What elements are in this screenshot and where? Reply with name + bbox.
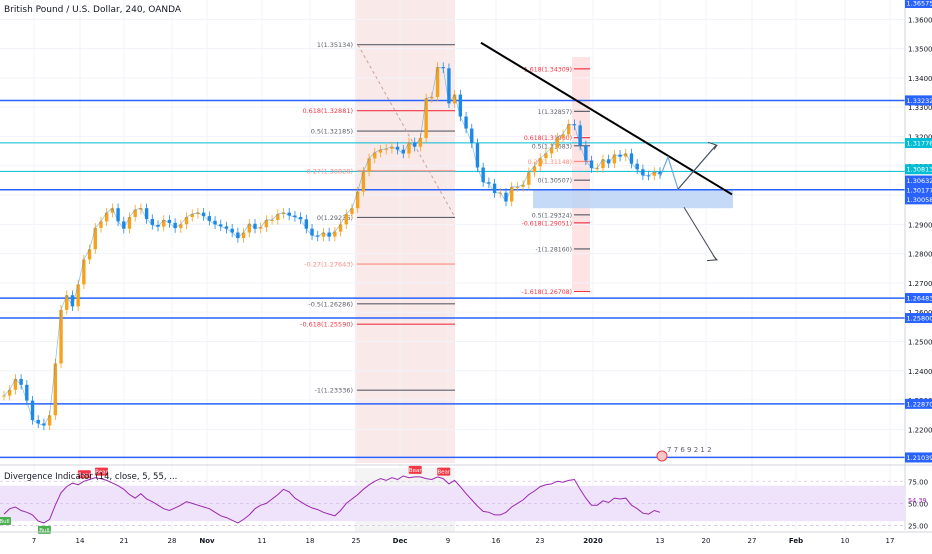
rsi-tick: 25.00 xyxy=(908,523,928,531)
price-tick: 1.27000 xyxy=(908,280,932,288)
fib-label-right: 0.5(1.29324) xyxy=(532,212,572,219)
price-tick: 1.35000 xyxy=(908,46,932,54)
fib-label-right: 0.618(1.31960) xyxy=(524,135,572,142)
fib-label-right: 0(1.30507) xyxy=(538,178,572,185)
fib-label-right: 1(1.32857) xyxy=(538,109,572,116)
time-tick: 2020 xyxy=(583,537,603,545)
rsi-last-value: 54.39 xyxy=(908,497,927,505)
projection-arrow-down xyxy=(684,207,716,259)
price-label: 1.30177 xyxy=(907,186,932,194)
time-tick: 25 xyxy=(352,537,361,545)
event-label: 7 7 6 9 2 1 2 xyxy=(667,446,712,454)
time-tick: 13 xyxy=(656,537,665,545)
price-label: 1.25800 xyxy=(907,315,932,323)
price-tick: 1.22000 xyxy=(908,426,932,434)
candle xyxy=(476,143,479,167)
fib-label-left: -0.618(1.25590) xyxy=(300,321,353,329)
candle xyxy=(82,259,85,284)
price-label: 1.30632 xyxy=(907,177,932,185)
fib-time-zone xyxy=(355,0,455,463)
fib-label-left: 0.5(1.32185) xyxy=(311,128,353,136)
fib-label-right: -0.618(1.29051) xyxy=(522,220,572,227)
price-label: 1.21039 xyxy=(907,454,932,462)
time-tick: 28 xyxy=(168,537,177,545)
indicator-title: Divergence Indicator (14, close, 5, 55, … xyxy=(4,472,177,482)
time-tick: 14 xyxy=(76,537,85,545)
fib-time-zone-right xyxy=(572,57,590,290)
price-tick: 1.28000 xyxy=(908,251,932,259)
time-tick: 9 xyxy=(446,537,450,545)
arrow-head-down xyxy=(707,255,717,260)
chart-title: British Pound / U.S. Dollar, 240, OANDA xyxy=(4,5,181,15)
fib-label-left: 0.618(1.32881) xyxy=(302,107,353,115)
fib-label-left: -0.27(1.27643) xyxy=(304,261,353,269)
time-tick: Feb xyxy=(789,537,803,545)
time-tick: 17 xyxy=(886,537,895,545)
price-label: 1.31776 xyxy=(907,140,932,148)
fib-label-right: -1.618(1.26708) xyxy=(522,289,572,296)
price-tick: 1.34000 xyxy=(908,75,932,83)
price-tick: 1.29000 xyxy=(908,221,932,229)
time-tick: 11 xyxy=(258,537,267,545)
divergence-label: Bull xyxy=(39,528,50,534)
time-tick: 18 xyxy=(306,537,315,545)
time-tick: Dec xyxy=(393,537,408,545)
divergence-label: Bull xyxy=(0,519,10,525)
time-tick: 27 xyxy=(748,537,757,545)
price-label: 1.30813 xyxy=(907,166,932,174)
price-label: 1.36575 xyxy=(907,0,932,8)
divergence-label: Bear xyxy=(409,468,423,474)
price-label: 1.26483 xyxy=(907,295,932,303)
time-tick: Nov xyxy=(199,537,215,545)
time-tick: 20 xyxy=(702,537,711,545)
candle xyxy=(76,284,79,306)
price-label: 1.33232 xyxy=(907,97,932,105)
price-tick: 1.36000 xyxy=(908,16,932,24)
divergence-label: Bear xyxy=(437,470,451,476)
price-label: 1.30058 xyxy=(907,196,932,204)
fib-label-left: -0.5(1.26286) xyxy=(308,300,353,308)
rsi-tick: 75.00 xyxy=(908,478,928,486)
price-tick: 1.24000 xyxy=(908,368,932,376)
projection-arrow-up xyxy=(678,145,716,189)
fib-label-right: -1(1.28160) xyxy=(535,246,572,253)
fib-label-left: 0.27(1.30828) xyxy=(307,167,353,175)
time-tick: 10 xyxy=(841,537,850,545)
candle xyxy=(2,396,5,397)
price-tick: 1.25000 xyxy=(908,338,932,346)
fib-label-left: -1(1.23336) xyxy=(315,387,353,395)
fib-label-left: 1(1.35134) xyxy=(317,41,353,49)
supply-zone xyxy=(533,190,733,208)
time-tick: 16 xyxy=(492,537,501,545)
event-icon xyxy=(657,451,667,461)
time-tick: 23 xyxy=(536,537,545,545)
price-label: 1.22870 xyxy=(907,400,932,408)
time-tick: 7 xyxy=(32,537,36,545)
time-tick: 21 xyxy=(120,537,129,545)
